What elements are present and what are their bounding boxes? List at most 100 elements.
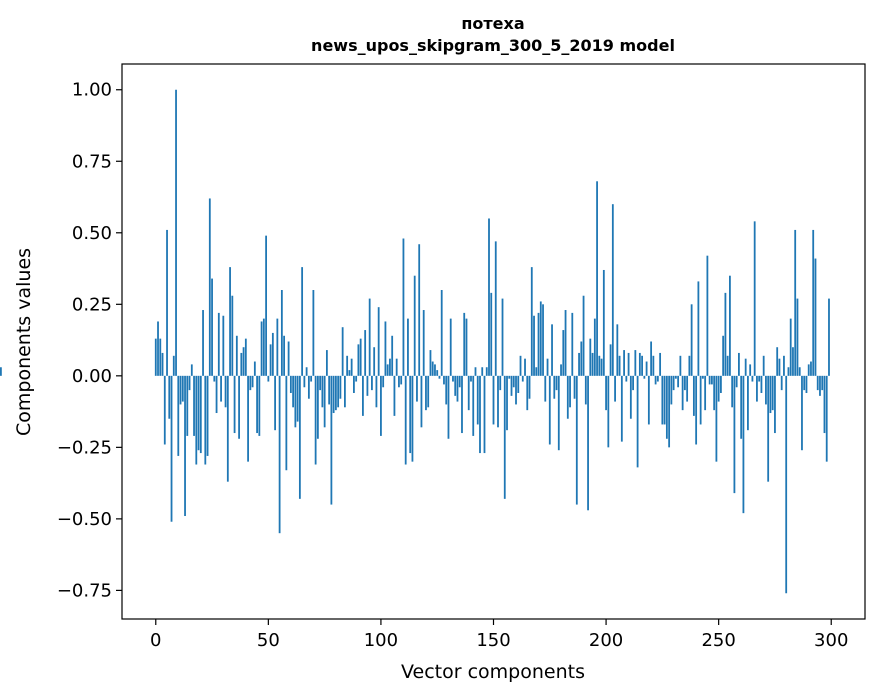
bar-59 bbox=[287, 341, 290, 376]
bar-123 bbox=[431, 361, 434, 376]
bar-5 bbox=[166, 229, 168, 376]
bar-294 bbox=[816, 375, 819, 391]
bar-193 bbox=[589, 338, 592, 376]
bar-260 bbox=[740, 375, 743, 439]
bar-23 bbox=[206, 375, 209, 456]
bar-135 bbox=[458, 375, 461, 388]
bar-296 bbox=[821, 375, 824, 391]
bar-1 bbox=[157, 321, 159, 376]
bar-107 bbox=[395, 358, 398, 376]
bar-120 bbox=[425, 375, 427, 411]
bar-220 bbox=[650, 341, 653, 376]
plot-frame bbox=[121, 63, 866, 620]
bar-77 bbox=[328, 375, 331, 405]
bar-221 bbox=[652, 355, 655, 376]
bar-158 bbox=[510, 375, 513, 396]
bar-75 bbox=[323, 375, 326, 428]
bar-33 bbox=[229, 267, 231, 376]
bar-98 bbox=[375, 375, 378, 408]
bar-151 bbox=[494, 241, 497, 376]
bar-176 bbox=[551, 324, 553, 376]
bar-61 bbox=[292, 375, 295, 408]
bar-219 bbox=[647, 375, 650, 425]
bar-207 bbox=[620, 375, 623, 442]
bar-95 bbox=[368, 298, 371, 376]
bar-258 bbox=[735, 375, 738, 388]
x-tick-label: 0 bbox=[150, 630, 161, 651]
bar-27 bbox=[215, 375, 218, 414]
bar-282 bbox=[789, 318, 792, 376]
bar-298 bbox=[825, 375, 828, 462]
bar-273 bbox=[769, 375, 772, 414]
bar-64 bbox=[298, 375, 301, 499]
bar-35 bbox=[233, 375, 236, 434]
bar-223 bbox=[656, 375, 659, 382]
bar-36 bbox=[235, 335, 238, 376]
bar-87 bbox=[350, 358, 353, 376]
bar-139 bbox=[467, 375, 470, 411]
bar-189 bbox=[580, 341, 583, 376]
bar-2 bbox=[159, 338, 162, 376]
bar-217 bbox=[643, 375, 646, 379]
bar-9 bbox=[175, 89, 177, 376]
x-tick-label: 50 bbox=[257, 630, 280, 651]
bar-80 bbox=[334, 375, 337, 411]
bar-17 bbox=[193, 375, 195, 436]
bar-178 bbox=[555, 375, 558, 391]
bar-285 bbox=[796, 298, 799, 376]
bar-92 bbox=[362, 375, 364, 416]
bar-108 bbox=[398, 375, 400, 388]
bar-202 bbox=[609, 344, 612, 376]
bar-288 bbox=[803, 375, 806, 391]
bar-14 bbox=[186, 375, 189, 436]
bar-147 bbox=[485, 367, 488, 376]
bar-121 bbox=[427, 375, 430, 408]
bar-157 bbox=[508, 375, 511, 379]
bar-188 bbox=[578, 352, 580, 376]
bar-132 bbox=[452, 375, 454, 382]
bar-238 bbox=[690, 304, 693, 376]
bar-56 bbox=[280, 290, 283, 376]
bar-185 bbox=[571, 312, 574, 376]
bars-group bbox=[0, 89, 830, 594]
bar-62 bbox=[294, 375, 297, 428]
bar-109 bbox=[400, 375, 403, 385]
bar-148 bbox=[488, 218, 490, 376]
bar-129 bbox=[445, 375, 448, 405]
bar-179 bbox=[557, 375, 560, 451]
bar-253 bbox=[724, 292, 727, 376]
bar-140 bbox=[470, 375, 472, 382]
y-tick-label: 1.00 bbox=[72, 80, 112, 101]
bar-244 bbox=[704, 375, 707, 411]
bar-85 bbox=[346, 355, 349, 376]
bar-49 bbox=[265, 235, 267, 376]
bar-90 bbox=[357, 344, 360, 376]
bar-74 bbox=[321, 375, 324, 408]
bar-215 bbox=[638, 352, 641, 376]
bar-11 bbox=[179, 375, 182, 405]
bar-6 bbox=[168, 375, 171, 419]
bar-116 bbox=[416, 375, 418, 402]
bar-65 bbox=[301, 267, 304, 376]
bar-67 bbox=[305, 367, 308, 376]
bar-252 bbox=[722, 335, 725, 376]
bar-173 bbox=[544, 375, 547, 402]
bar-153 bbox=[499, 375, 502, 391]
bar-259 bbox=[738, 352, 740, 376]
chart-title-line1: потеха bbox=[461, 14, 524, 33]
bar-88 bbox=[353, 375, 355, 393]
bar-114 bbox=[411, 375, 414, 462]
bar-134 bbox=[456, 375, 459, 402]
bar-138 bbox=[465, 318, 468, 376]
y-tick-label: 0.50 bbox=[72, 223, 112, 244]
bar-187 bbox=[575, 375, 578, 505]
bar-137 bbox=[463, 312, 466, 376]
bar-251 bbox=[720, 375, 722, 393]
bar-255 bbox=[729, 275, 731, 376]
bar-200 bbox=[605, 375, 607, 411]
bar-272 bbox=[767, 375, 770, 482]
bar-112 bbox=[407, 318, 409, 376]
bar-124 bbox=[434, 364, 436, 376]
bar-32 bbox=[226, 375, 229, 482]
bar-168 bbox=[533, 315, 535, 376]
